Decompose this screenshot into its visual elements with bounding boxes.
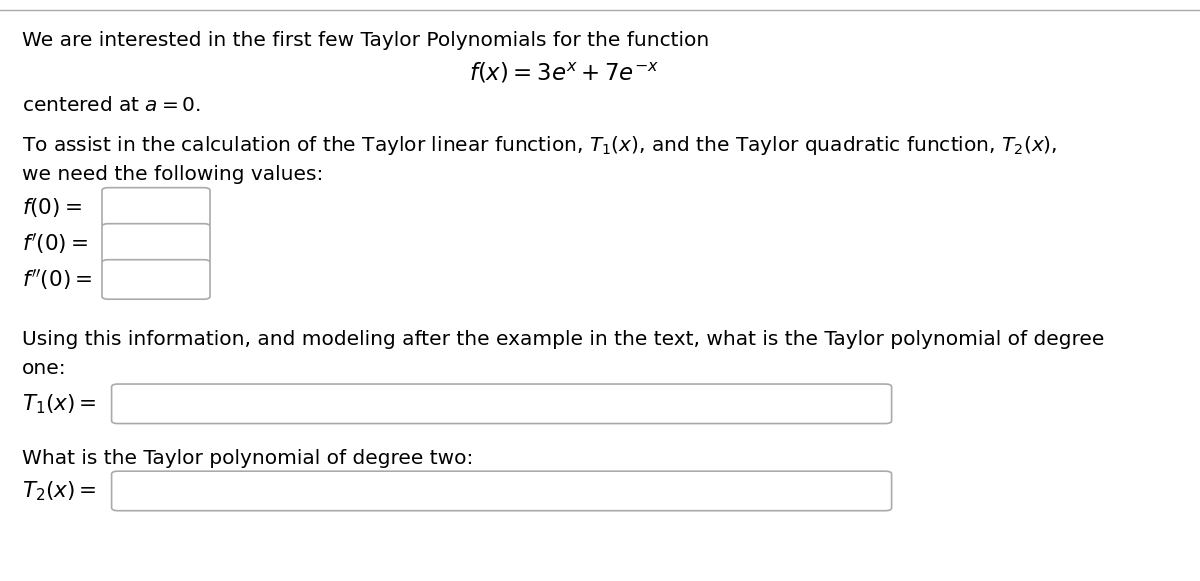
Text: $T_2(x) =$: $T_2(x) =$ — [22, 479, 96, 503]
Text: $T_1(x) =$: $T_1(x) =$ — [22, 392, 96, 415]
Text: $f(x) = 3e^{x} + 7e^{-x}$: $f(x) = 3e^{x} + 7e^{-x}$ — [469, 62, 659, 86]
FancyBboxPatch shape — [102, 260, 210, 299]
FancyBboxPatch shape — [102, 224, 210, 263]
FancyBboxPatch shape — [102, 188, 210, 227]
Text: We are interested in the first few Taylor Polynomials for the function: We are interested in the first few Taylo… — [22, 31, 709, 50]
Text: What is the Taylor polynomial of degree two:: What is the Taylor polynomial of degree … — [22, 450, 473, 468]
Text: one:: one: — [22, 360, 66, 378]
Text: Using this information, and modeling after the example in the text, what is the : Using this information, and modeling aft… — [22, 331, 1104, 349]
Text: centered at $a = 0$.: centered at $a = 0$. — [22, 96, 200, 115]
Text: To assist in the calculation of the Taylor linear function, $T_1(x)$, and the Ta: To assist in the calculation of the Tayl… — [22, 134, 1057, 157]
FancyBboxPatch shape — [112, 384, 892, 424]
Text: we need the following values:: we need the following values: — [22, 165, 323, 184]
Text: $f(0) =$: $f(0) =$ — [22, 196, 82, 219]
FancyBboxPatch shape — [112, 471, 892, 511]
Text: $f''(0) =$: $f''(0) =$ — [22, 267, 92, 292]
Text: $f'(0) =$: $f'(0) =$ — [22, 231, 88, 256]
